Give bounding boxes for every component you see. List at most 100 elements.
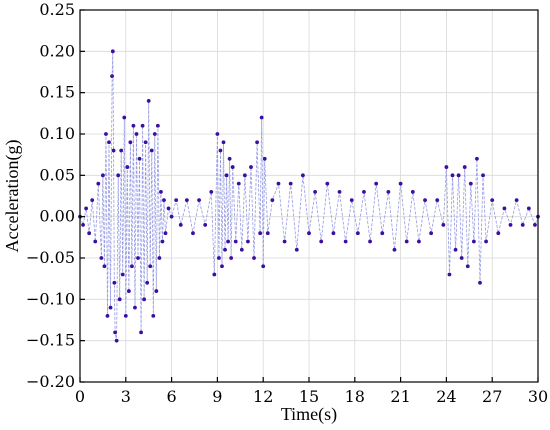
- data-point: [99, 256, 104, 260]
- data-point: [102, 264, 107, 269]
- data-point: [325, 181, 330, 186]
- data-point: [112, 280, 117, 285]
- data-point: [107, 140, 111, 145]
- data-point: [148, 264, 153, 269]
- x-tick-label: 24: [436, 387, 456, 406]
- data-point: [465, 264, 470, 269]
- data-point: [212, 272, 217, 277]
- data-point: [270, 198, 275, 203]
- x-tick-label: 21: [390, 387, 410, 406]
- data-point: [123, 313, 128, 318]
- data-point: [313, 189, 318, 194]
- data-point: [227, 156, 232, 161]
- data-point: [282, 239, 287, 244]
- data-point: [217, 256, 221, 260]
- data-point: [230, 165, 235, 169]
- data-point: [184, 198, 189, 203]
- data-point: [178, 223, 183, 227]
- data-point: [151, 313, 156, 318]
- y-tick-label: 0.15: [39, 83, 75, 102]
- data-point: [355, 231, 360, 236]
- data-point: [526, 206, 531, 211]
- data-point: [496, 231, 501, 236]
- y-tick-label: 0.10: [39, 124, 75, 143]
- data-point: [300, 173, 305, 178]
- data-point: [444, 165, 449, 169]
- data-point: [87, 231, 92, 236]
- data-point: [368, 239, 372, 244]
- data-point: [261, 264, 266, 269]
- data-point: [404, 239, 409, 244]
- y-axis-ticks: −0.20 −0.15 −0.10 −0.05 0.00 0.05 0.10 0.15 0.20…: [26, 0, 85, 391]
- x-tick-label: 9: [212, 387, 222, 406]
- data-point: [349, 198, 354, 203]
- data-point: [374, 181, 379, 186]
- data-point: [331, 231, 336, 236]
- y-tick-label: −0.20: [26, 372, 75, 391]
- data-point: [337, 189, 342, 194]
- data-point: [456, 173, 461, 178]
- x-tick-label: 30: [528, 387, 548, 406]
- data-point: [262, 156, 267, 161]
- data-point: [108, 305, 113, 310]
- data-point: [160, 239, 165, 244]
- data-point: [126, 289, 131, 293]
- x-axis-label: Time(s): [281, 404, 337, 425]
- data-point: [191, 231, 195, 236]
- data-point: [441, 223, 446, 227]
- data-point: [423, 198, 427, 203]
- data-point: [166, 206, 171, 211]
- data-point: [447, 272, 452, 277]
- data-point: [146, 99, 151, 103]
- y-tick-label: 0.25: [39, 0, 75, 19]
- data-point: [154, 289, 159, 293]
- data-point: [508, 223, 513, 227]
- y-tick-label: −0.05: [26, 248, 75, 267]
- data-point: [520, 223, 525, 227]
- data-point: [142, 297, 147, 302]
- data-point: [111, 148, 116, 153]
- data-point: [226, 239, 230, 244]
- data-point: [288, 181, 293, 186]
- data-point: [136, 256, 140, 260]
- data-point: [209, 189, 214, 194]
- data-point: [159, 189, 163, 194]
- data-point: [233, 239, 238, 244]
- data-point: [114, 338, 119, 343]
- x-tick-label: 6: [167, 387, 177, 406]
- data-point: [502, 206, 507, 211]
- data-point: [218, 148, 223, 153]
- data-point: [468, 181, 473, 186]
- x-tick-label: 18: [345, 387, 365, 406]
- data-point: [105, 313, 110, 318]
- data-point: [307, 231, 311, 236]
- data-point: [224, 173, 229, 178]
- data-point: [343, 239, 348, 244]
- data-point: [514, 198, 519, 203]
- data-point: [221, 140, 226, 145]
- data-point: [163, 231, 168, 236]
- data-point: [84, 206, 89, 211]
- x-tick-label: 27: [482, 387, 502, 406]
- data-point: [276, 181, 281, 186]
- x-tick-label: 3: [121, 387, 131, 406]
- data-point: [435, 198, 440, 203]
- data-point: [533, 223, 537, 227]
- data-point: [484, 239, 488, 244]
- data-point: [223, 247, 227, 252]
- x-tick-label: 15: [299, 387, 319, 406]
- data-point: [120, 272, 125, 277]
- data-point: [450, 173, 455, 178]
- data-point: [134, 132, 139, 136]
- data-point: [462, 165, 467, 169]
- data-point: [380, 231, 385, 236]
- data-point: [255, 140, 259, 145]
- data-point: [478, 280, 482, 285]
- data-point: [113, 330, 118, 335]
- data-point: [130, 264, 134, 269]
- data-point: [137, 156, 142, 161]
- data-point: [239, 247, 244, 252]
- data-point: [220, 264, 224, 269]
- data-point: [128, 140, 133, 145]
- series-acceleration: [78, 49, 540, 343]
